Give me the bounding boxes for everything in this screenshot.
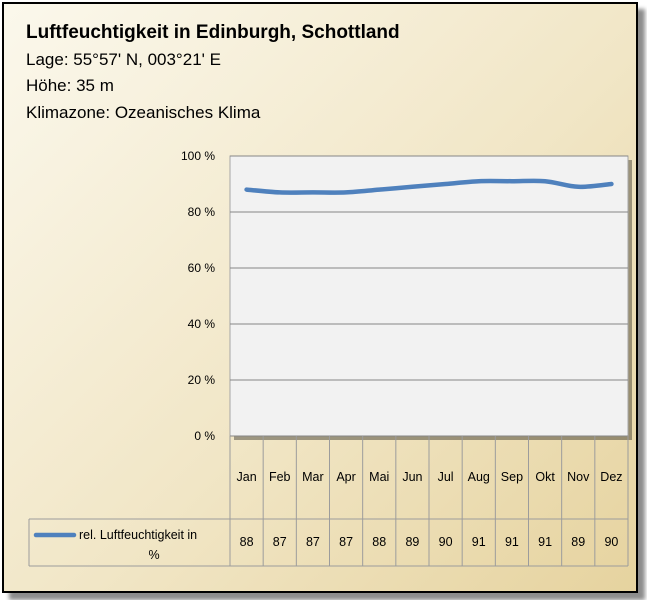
y-tick-label: 0 % [194,429,215,443]
y-tick-label: 60 % [188,261,216,275]
category-label-jul: Jul [438,470,454,484]
table-value-sep: 91 [505,535,519,549]
table-value-jul: 90 [439,535,453,549]
y-tick-label: 40 % [188,317,216,331]
altitude-info: Höhe: 35 m [26,76,114,95]
y-tick-label: 100 % [181,149,215,163]
table-value-aug: 91 [472,535,486,549]
chart-frame: Luftfeuchtigkeit in Edinburgh, Schottlan… [2,2,638,593]
table-value-okt: 91 [538,535,552,549]
plot-area [229,155,629,437]
category-label-mar: Mar [302,470,324,484]
table-value-apr: 87 [339,535,353,549]
category-label-apr: Apr [336,470,355,484]
category-label-jun: Jun [402,470,422,484]
table-value-jan: 88 [240,535,254,549]
humidity-chart: 0 % 20 % 40 % 60 % 80 % 100 % Jan 88 Feb 87 Mar 87 A… [28,149,632,567]
table-value-mai: 88 [372,535,386,549]
legend-label-line-2: % [148,548,159,562]
y-tick-label: 20 % [188,373,216,387]
table-value-nov: 89 [571,535,585,549]
category-label-feb: Feb [269,470,291,484]
climate-zone-info: Klimazone: Ozeanisches Klima [26,103,261,122]
location-info: Lage: 55°57' N, 003°21' E [26,50,221,69]
series-line-humidity [244,178,614,195]
category-label-aug: Aug [468,470,490,484]
category-label-mai: Mai [369,470,389,484]
y-tick-label: 80 % [188,205,216,219]
category-label-sep: Sep [501,470,523,484]
table-value-mar: 87 [306,535,320,549]
table-value-jun: 89 [405,535,419,549]
category-label-nov: Nov [567,470,590,484]
category-label-dez: Dez [600,470,622,484]
table-value-feb: 87 [273,535,287,549]
category-label-okt: Okt [535,470,555,484]
category-label-jan: Jan [237,470,257,484]
table-value-dez: 90 [604,535,618,549]
chart-title: Luftfeuchtigkeit in Edinburgh, Schottlan… [26,22,400,43]
legend-label-line-1: rel. Luftfeuchtigkeit in [79,528,197,542]
